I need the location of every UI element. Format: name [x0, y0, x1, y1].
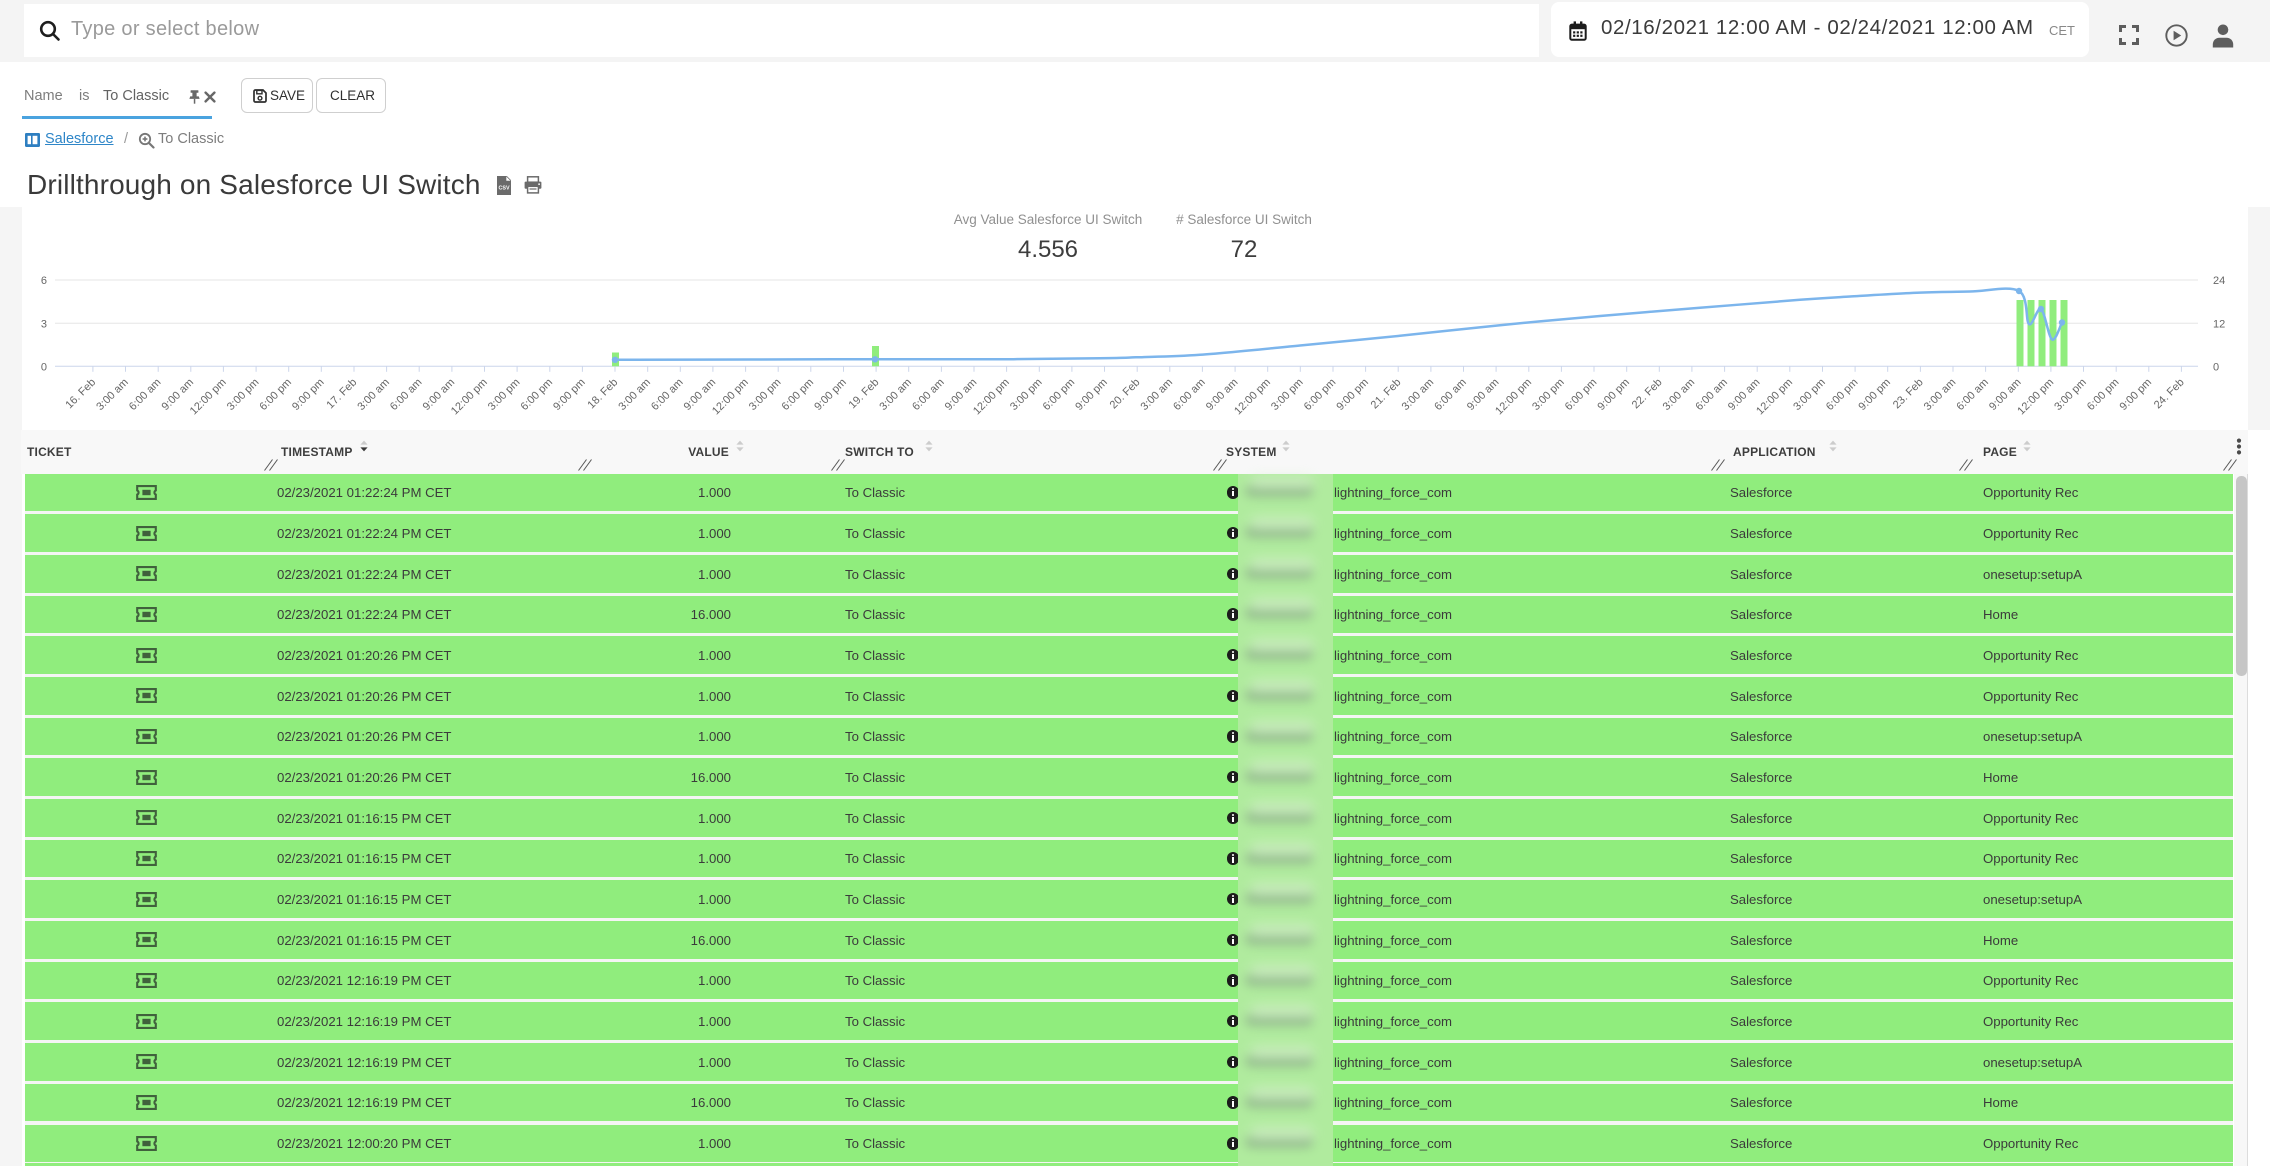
- svg-text:23. Feb: 23. Feb: [1891, 376, 1926, 411]
- svg-text:6:00 pm: 6:00 pm: [2085, 376, 2122, 413]
- svg-text:3:00 pm: 3:00 pm: [1530, 376, 1567, 413]
- svg-text:6:00 pm: 6:00 pm: [1302, 376, 1339, 413]
- svg-text:6:00 pm: 6:00 pm: [519, 376, 556, 413]
- svg-text:6: 6: [41, 275, 47, 287]
- svg-text:3:00 pm: 3:00 pm: [747, 376, 784, 413]
- svg-text:12:00 pm: 12:00 pm: [971, 376, 1012, 417]
- svg-text:6:00 am: 6:00 am: [1432, 376, 1469, 413]
- svg-text:6:00 am: 6:00 am: [1693, 376, 1730, 413]
- svg-text:3:00 am: 3:00 am: [1139, 376, 1176, 413]
- svg-text:9:00 pm: 9:00 pm: [1334, 376, 1371, 413]
- svg-text:CSV: CSV: [498, 186, 509, 192]
- svg-text:6:00 pm: 6:00 pm: [780, 376, 817, 413]
- svg-text:3:00 am: 3:00 am: [877, 376, 914, 413]
- svg-text:6:00 am: 6:00 am: [388, 376, 425, 413]
- svg-text:6:00 am: 6:00 am: [649, 376, 686, 413]
- svg-text:3:00 am: 3:00 am: [616, 376, 653, 413]
- svg-text:3:00 pm: 3:00 pm: [486, 376, 523, 413]
- svg-text:24: 24: [2213, 275, 2225, 287]
- svg-text:12:00 pm: 12:00 pm: [1754, 376, 1795, 417]
- svg-text:3:00 am: 3:00 am: [1661, 376, 1698, 413]
- svg-text:3:00 pm: 3:00 pm: [2052, 376, 2089, 413]
- svg-text:3:00 am: 3:00 am: [1922, 376, 1959, 413]
- svg-text:12: 12: [2213, 318, 2225, 330]
- svg-text:12:00 pm: 12:00 pm: [188, 376, 229, 417]
- svg-text:0: 0: [2213, 361, 2219, 373]
- svg-text:9:00 pm: 9:00 pm: [1073, 376, 1110, 413]
- svg-text:3:00 am: 3:00 am: [355, 376, 392, 413]
- svg-text:6:00 pm: 6:00 pm: [257, 376, 294, 413]
- svg-text:3:00 pm: 3:00 pm: [225, 376, 262, 413]
- svg-text:0: 0: [41, 361, 47, 373]
- svg-text:24. Feb: 24. Feb: [2152, 376, 2187, 411]
- svg-text:19. Feb: 19. Feb: [847, 376, 882, 411]
- svg-text:12:00 pm: 12:00 pm: [1493, 376, 1534, 417]
- svg-text:9:00 pm: 9:00 pm: [551, 376, 588, 413]
- svg-text:9:00 pm: 9:00 pm: [1595, 376, 1632, 413]
- svg-text:9:00 pm: 9:00 pm: [2118, 376, 2155, 413]
- svg-text:12:00 pm: 12:00 pm: [1232, 376, 1273, 417]
- svg-text:3:00 am: 3:00 am: [1400, 376, 1437, 413]
- svg-text:3:00 pm: 3:00 pm: [1008, 376, 1045, 413]
- svg-text:6:00 pm: 6:00 pm: [1563, 376, 1600, 413]
- svg-text:12:00 pm: 12:00 pm: [710, 376, 751, 417]
- svg-text:3:00 pm: 3:00 pm: [1791, 376, 1828, 413]
- svg-text:9:00 pm: 9:00 pm: [812, 376, 849, 413]
- svg-text:6:00 am: 6:00 am: [127, 376, 164, 413]
- svg-text:3: 3: [41, 318, 47, 330]
- svg-text:12:00 pm: 12:00 pm: [2015, 376, 2056, 417]
- svg-text:18. Feb: 18. Feb: [585, 376, 620, 411]
- svg-text:21. Feb: 21. Feb: [1369, 376, 1404, 411]
- svg-text:3:00 am: 3:00 am: [94, 376, 131, 413]
- svg-text:22. Feb: 22. Feb: [1630, 376, 1665, 411]
- svg-text:3:00 pm: 3:00 pm: [1269, 376, 1306, 413]
- svg-text:20. Feb: 20. Feb: [1108, 376, 1143, 411]
- svg-text:6:00 am: 6:00 am: [1954, 376, 1991, 413]
- svg-text:6:00 pm: 6:00 pm: [1041, 376, 1078, 413]
- svg-text:9:00 pm: 9:00 pm: [290, 376, 327, 413]
- svg-text:17. Feb: 17. Feb: [324, 376, 359, 411]
- svg-text:6:00 pm: 6:00 pm: [1824, 376, 1861, 413]
- svg-text:6:00 am: 6:00 am: [1171, 376, 1208, 413]
- svg-text:6:00 am: 6:00 am: [910, 376, 947, 413]
- svg-text:9:00 pm: 9:00 pm: [1856, 376, 1893, 413]
- svg-text:12:00 pm: 12:00 pm: [449, 376, 490, 417]
- svg-text:16. Feb: 16. Feb: [63, 376, 98, 411]
